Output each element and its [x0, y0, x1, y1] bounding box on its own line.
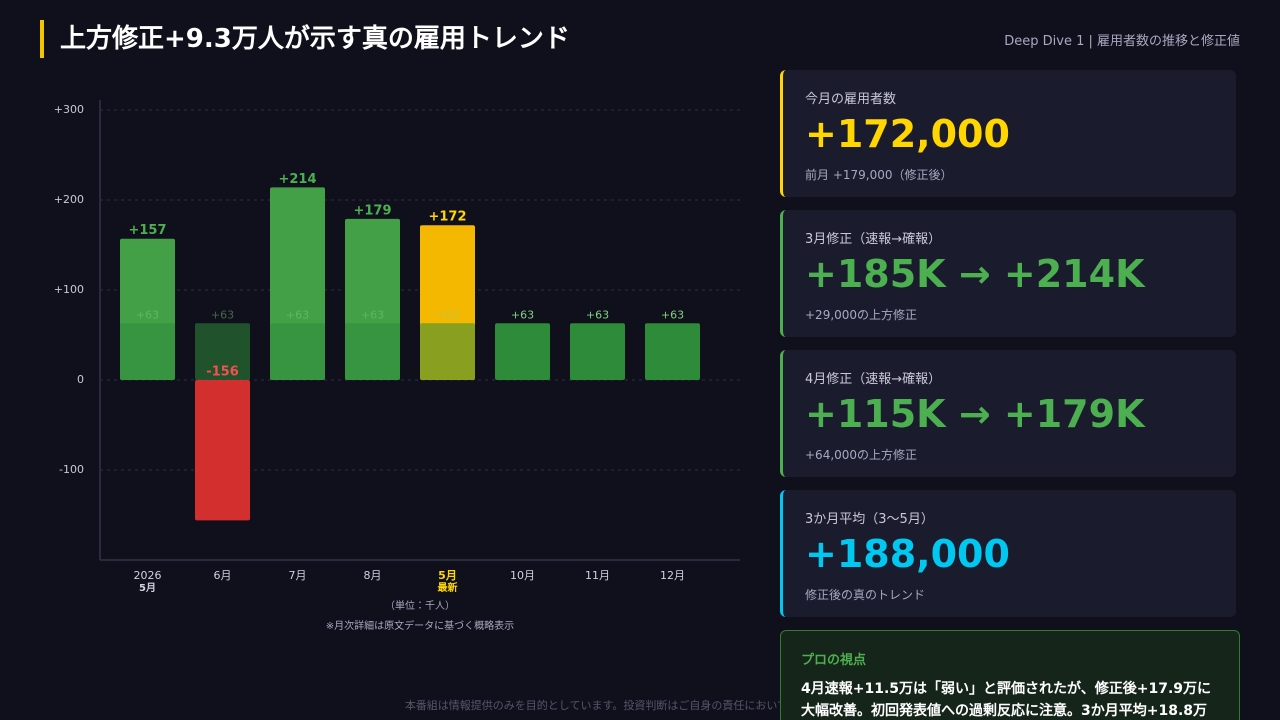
disclaimer: 本番組は情報提供のみを目的としています。投資判断はご自身の責任において行ってくだ…	[404, 699, 876, 712]
footnote: ※月次詳細は原文データに基づく概略表示	[326, 619, 514, 632]
card-value: +172,000	[805, 112, 1010, 156]
card-sub: 前月 +179,000（修正後）	[805, 168, 953, 182]
card-label: 今月の雇用者数	[805, 92, 897, 107]
x-tick-label: 11月	[585, 569, 610, 582]
value-label: +172	[428, 210, 466, 225]
x-tick-sublabel: 5月	[139, 582, 156, 594]
value-label: +63	[361, 308, 384, 321]
value-label: +63	[661, 308, 684, 321]
x-tick-sublabel: 最新	[438, 581, 458, 594]
value-label: +63	[511, 308, 534, 321]
bar	[645, 323, 700, 380]
x-tick-label: 5月	[438, 569, 457, 582]
card-value: +185K → +214K	[805, 252, 1145, 296]
value-label: +63	[211, 308, 234, 321]
value-label: -156	[206, 365, 239, 380]
title-accent	[40, 20, 44, 58]
y-tick-label: 0	[77, 373, 84, 386]
unit-note: （単位：千人）	[385, 599, 455, 612]
chart: -1000+100+200+300+63+15720265月+63-1566月+…	[54, 100, 740, 632]
bar	[270, 323, 325, 380]
card-label: 3月修正（速報→確報）	[805, 232, 942, 247]
bar	[120, 323, 175, 380]
value-label: +63	[136, 308, 159, 321]
value-label: +63	[586, 308, 609, 321]
stat-card: 今月の雇用者数 +172,000 前月 +179,000（修正後）	[780, 70, 1236, 197]
x-tick-label: 6月	[214, 569, 232, 582]
x-tick-label: 12月	[660, 569, 685, 582]
bar	[420, 323, 475, 380]
stat-card: 3か月平均（3〜5月） +188,000 修正後の真のトレンド	[780, 490, 1236, 617]
y-tick-label: +300	[54, 103, 84, 116]
bar	[570, 323, 625, 380]
stat-card: 3月修正（速報→確報） +185K → +214K +29,000の上方修正	[780, 210, 1236, 337]
bar	[195, 380, 250, 521]
title: 上方修正+9.3万人が示す真の雇用トレンド	[60, 24, 570, 54]
card-label: 3か月平均（3〜5月）	[805, 512, 934, 527]
bar	[495, 323, 550, 380]
value-label: +214	[278, 172, 316, 187]
y-tick-label: +100	[54, 283, 84, 296]
card-sub: +64,000の上方修正	[805, 448, 918, 462]
x-tick-label: 8月	[364, 569, 382, 582]
card-label: 4月修正（速報→確報）	[805, 372, 942, 387]
value-label: +63	[286, 308, 309, 321]
card-value: +115K → +179K	[805, 392, 1145, 436]
value-label: +63	[436, 308, 459, 321]
pro-title: プロの視点	[801, 653, 867, 668]
pro-text: 4月速報+11.5万は「弱い」と評価されたが、修正後+17.9万に大幅改善。初回…	[801, 681, 1212, 719]
value-label: +157	[128, 223, 166, 238]
subtitle: Deep Dive 1 | 雇用者数の推移と修正値	[1004, 34, 1240, 49]
y-tick-label: -100	[59, 463, 84, 476]
card-sub: +29,000の上方修正	[805, 308, 918, 322]
bar	[195, 323, 250, 380]
x-tick-label: 7月	[289, 569, 307, 582]
x-tick-label: 2026	[134, 569, 162, 582]
bar	[345, 323, 400, 380]
card-value: +188,000	[805, 532, 1010, 576]
y-tick-label: +200	[54, 193, 84, 206]
x-tick-label: 10月	[510, 569, 535, 582]
pro-panel: プロの視点 4月速報+11.5万は「弱い」と評価されたが、修正後+17.9万に大…	[780, 630, 1240, 720]
value-label: +179	[353, 203, 391, 218]
stat-card: 4月修正（速報→確報） +115K → +179K +64,000の上方修正	[780, 350, 1236, 477]
card-sub: 修正後の真のトレンド	[805, 588, 926, 602]
